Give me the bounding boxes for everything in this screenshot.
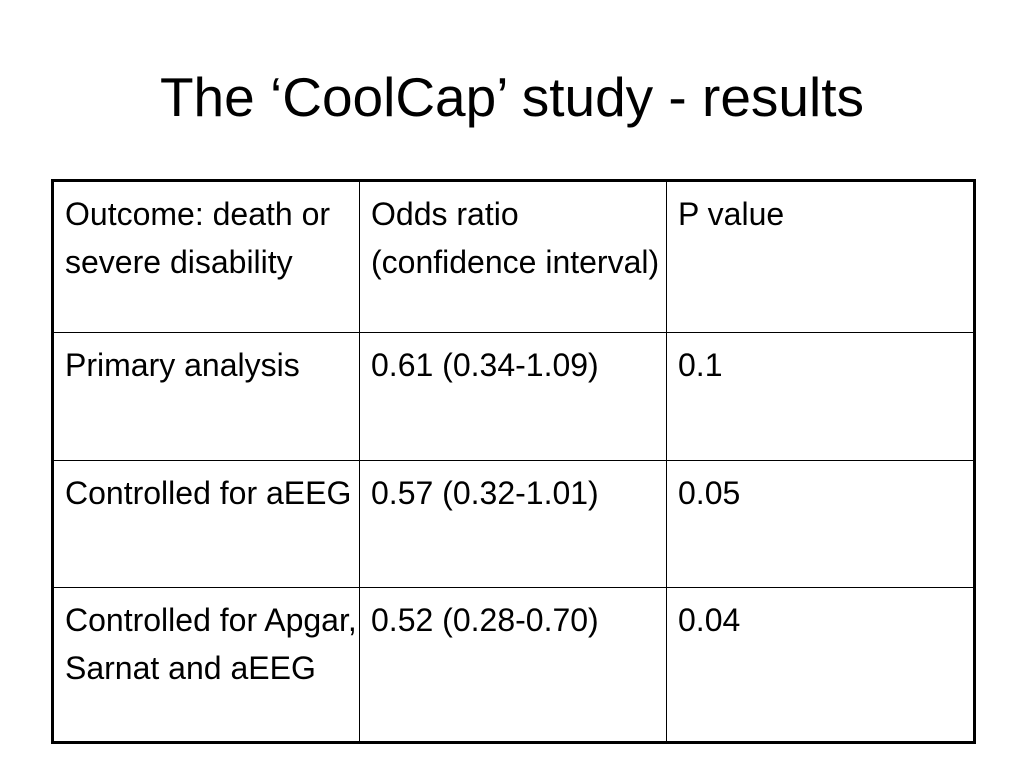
p-value-cell: 0.1 [666, 332, 975, 461]
outcome-cell: Controlled for aEEG [52, 460, 360, 588]
odds-ratio-cell: 0.57 (0.32-1.01) [359, 460, 667, 588]
results-table: Outcome: death or severe disability Odds… [51, 179, 976, 744]
p-value-cell: 0.04 [666, 587, 975, 743]
table-row: Primary analysis 0.61 (0.34-1.09) 0.1 [52, 332, 975, 461]
table-row: Controlled for Apgar, Sarnat and aEEG 0.… [52, 587, 975, 743]
odds-ratio-cell: 0.61 (0.34-1.09) [359, 332, 667, 461]
header-cell-outcome: Outcome: death or severe disability [52, 180, 360, 333]
outcome-cell: Primary analysis [52, 332, 360, 461]
table-header-row: Outcome: death or severe disability Odds… [52, 180, 975, 333]
p-value-cell: 0.05 [666, 460, 975, 588]
outcome-cell: Controlled for Apgar, Sarnat and aEEG [52, 587, 360, 743]
slide-title: The ‘CoolCap’ study - results [159, 66, 865, 128]
table-row: Controlled for aEEG 0.57 (0.32-1.01) 0.0… [52, 460, 975, 588]
header-cell-odds-ratio: Odds ratio (confidence interval) [359, 180, 667, 333]
header-cell-p-value: P value [666, 180, 975, 333]
odds-ratio-cell: 0.52 (0.28-0.70) [359, 587, 667, 743]
